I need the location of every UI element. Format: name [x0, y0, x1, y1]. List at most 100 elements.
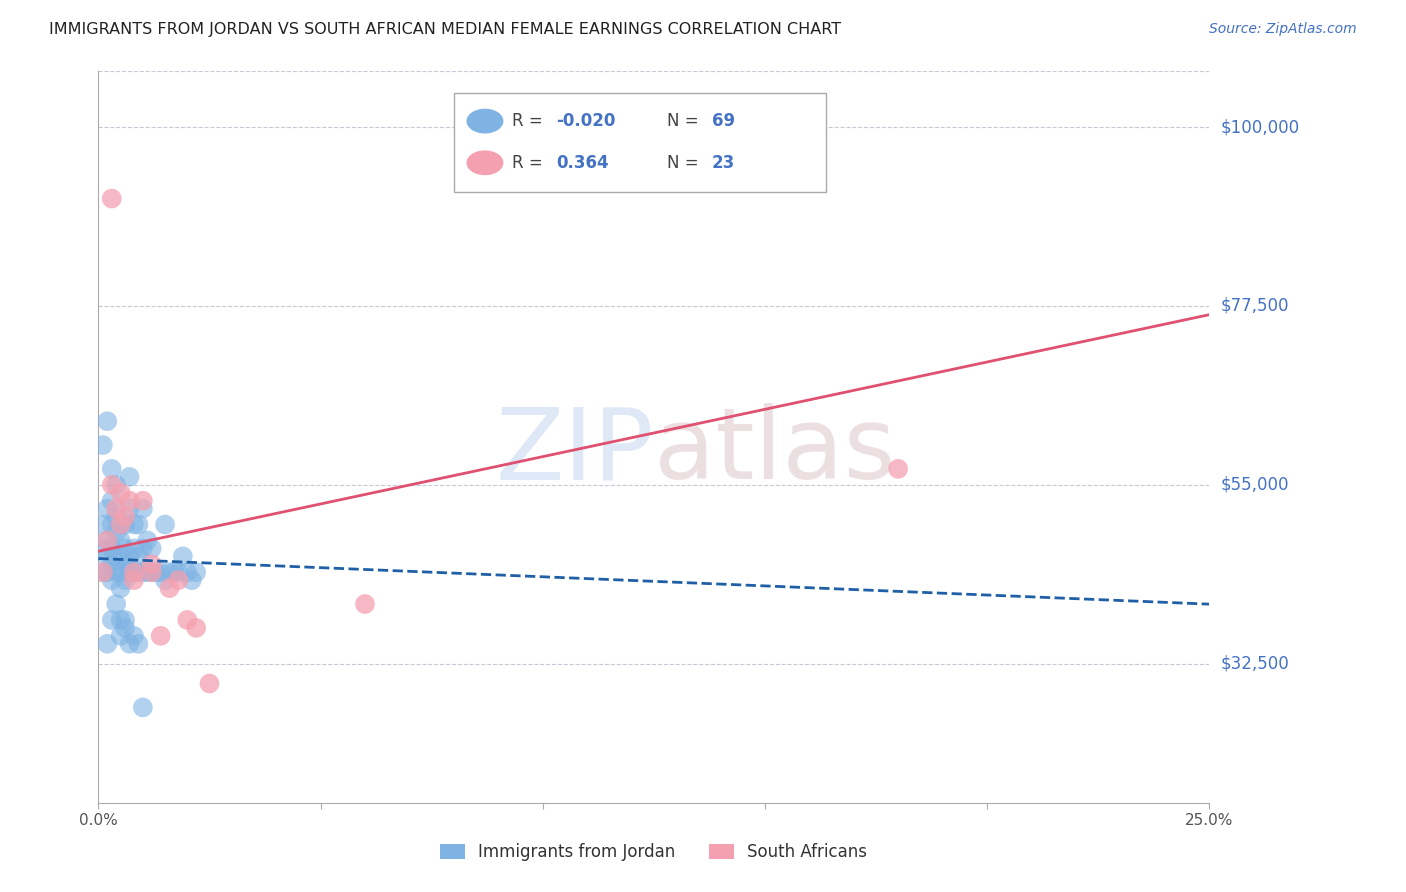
- Point: [105, 549, 128, 564]
- Point: [122, 629, 145, 643]
- Point: [132, 700, 155, 714]
- Point: [110, 549, 132, 564]
- Point: [141, 566, 163, 580]
- Point: [153, 573, 176, 587]
- Point: [100, 573, 122, 587]
- Point: [114, 509, 136, 524]
- Text: R =: R =: [512, 112, 547, 130]
- Point: [100, 192, 122, 206]
- Point: [96, 501, 118, 516]
- Point: [149, 566, 172, 580]
- Text: 23: 23: [711, 153, 735, 172]
- Point: [176, 613, 198, 627]
- Point: [114, 573, 136, 587]
- Point: [167, 573, 190, 587]
- Point: [153, 517, 176, 532]
- Point: [122, 566, 145, 580]
- Point: [118, 470, 141, 484]
- Point: [100, 477, 122, 491]
- Point: [91, 566, 114, 580]
- Point: [127, 549, 149, 564]
- Text: $100,000: $100,000: [1220, 118, 1299, 136]
- Point: [105, 566, 128, 580]
- Point: [754, 176, 776, 190]
- Point: [198, 676, 221, 690]
- Text: N =: N =: [666, 153, 704, 172]
- Point: [118, 549, 141, 564]
- Point: [105, 597, 128, 611]
- Point: [105, 509, 128, 524]
- Point: [132, 541, 155, 556]
- Point: [105, 525, 128, 540]
- Point: [141, 558, 163, 572]
- Point: [127, 637, 149, 651]
- Point: [118, 637, 141, 651]
- Point: [167, 566, 190, 580]
- Point: [186, 566, 208, 580]
- Point: [100, 517, 122, 532]
- Point: [100, 462, 122, 476]
- Point: [141, 566, 163, 580]
- Point: [145, 566, 167, 580]
- FancyBboxPatch shape: [454, 94, 825, 192]
- Point: [114, 613, 136, 627]
- Point: [114, 621, 136, 635]
- Point: [122, 566, 145, 580]
- Point: [159, 581, 181, 595]
- Point: [118, 501, 141, 516]
- Point: [110, 485, 132, 500]
- Point: [141, 541, 163, 556]
- Point: [114, 558, 136, 572]
- Point: [91, 566, 114, 580]
- Text: 0.364: 0.364: [555, 153, 609, 172]
- Text: atlas: atlas: [654, 403, 896, 500]
- Point: [110, 581, 132, 595]
- Point: [114, 541, 136, 556]
- Point: [100, 613, 122, 627]
- Point: [176, 566, 198, 580]
- Point: [110, 533, 132, 548]
- Point: [96, 533, 118, 548]
- Text: $77,500: $77,500: [1220, 297, 1289, 315]
- Point: [163, 566, 186, 580]
- Point: [127, 566, 149, 580]
- Point: [132, 493, 155, 508]
- Text: ZIP: ZIP: [495, 403, 654, 500]
- Point: [100, 541, 122, 556]
- Point: [105, 477, 128, 491]
- Point: [887, 462, 910, 476]
- Point: [96, 637, 118, 651]
- Text: IMMIGRANTS FROM JORDAN VS SOUTH AFRICAN MEDIAN FEMALE EARNINGS CORRELATION CHART: IMMIGRANTS FROM JORDAN VS SOUTH AFRICAN …: [49, 22, 841, 37]
- Text: N =: N =: [666, 112, 704, 130]
- Point: [136, 533, 159, 548]
- Point: [122, 517, 145, 532]
- Point: [100, 493, 122, 508]
- Point: [118, 566, 141, 580]
- Point: [91, 517, 114, 532]
- Point: [110, 517, 132, 532]
- Point: [96, 566, 118, 580]
- Text: $32,500: $32,500: [1220, 655, 1289, 673]
- Legend: Immigrants from Jordan, South Africans: Immigrants from Jordan, South Africans: [433, 837, 875, 868]
- Point: [96, 414, 118, 428]
- Point: [110, 517, 132, 532]
- Text: Source: ZipAtlas.com: Source: ZipAtlas.com: [1209, 22, 1357, 37]
- Point: [354, 597, 377, 611]
- Point: [91, 541, 114, 556]
- Point: [110, 613, 132, 627]
- Point: [136, 566, 159, 580]
- Point: [159, 566, 181, 580]
- Point: [172, 549, 194, 564]
- Point: [132, 501, 155, 516]
- Point: [100, 558, 122, 572]
- Circle shape: [467, 110, 503, 133]
- Point: [118, 566, 141, 580]
- Point: [96, 533, 118, 548]
- Point: [91, 438, 114, 452]
- Point: [122, 573, 145, 587]
- Point: [114, 517, 136, 532]
- Point: [180, 573, 202, 587]
- Point: [96, 549, 118, 564]
- Point: [110, 629, 132, 643]
- Text: $55,000: $55,000: [1220, 475, 1289, 494]
